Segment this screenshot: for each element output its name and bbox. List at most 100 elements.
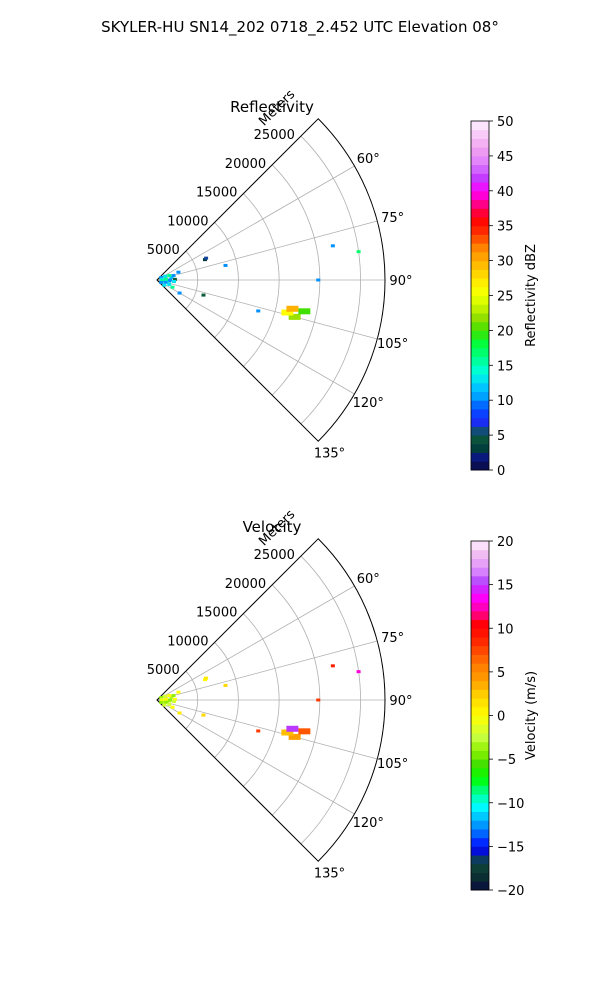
- azimuth-ray-105: [156, 279, 378, 340]
- clutter-mark-11: [170, 285, 175, 289]
- range-tick-label: 15000: [196, 186, 237, 201]
- azimuth-tick-label: 135°: [314, 867, 345, 882]
- echo-mark-11: [201, 713, 206, 717]
- colorbar-step: [471, 452, 489, 462]
- azimuth-tick-label: 120°: [353, 816, 384, 831]
- colorbar-label: Velocity (m/s): [524, 671, 539, 760]
- colorbar-step: [471, 339, 489, 349]
- echo-mark-12: [177, 711, 182, 715]
- azimuth-ray-75: [156, 640, 378, 701]
- colorbar-step: [471, 610, 489, 621]
- colorbar-step: [471, 759, 489, 769]
- colorbar-step: [471, 435, 489, 445]
- colorbar-step: [471, 767, 489, 778]
- clutter-mark-0: [159, 696, 164, 700]
- colorbar-step: [471, 619, 489, 629]
- range-tick-label: 5000: [147, 243, 180, 258]
- colorbar-step: [471, 715, 489, 725]
- sector-frame: [156, 538, 386, 862]
- colorbar-tick-label: 25: [497, 290, 514, 305]
- colorbar-step: [471, 443, 489, 454]
- echo-mark-2: [223, 683, 228, 687]
- azimuth-tick-label: 75°: [381, 631, 404, 646]
- velocity-panel: Velocity 5000 10000 15000 20000 25000 60° 75° 90…: [147, 507, 539, 899]
- azimuth-ray-60: [156, 165, 355, 281]
- colorbar-step: [471, 138, 489, 148]
- azimuth-ray-105: [156, 699, 378, 760]
- colorbar-step: [471, 689, 489, 699]
- colorbar-step: [471, 426, 489, 436]
- colorbar-step: [471, 750, 489, 760]
- colorbar-step: [471, 382, 489, 392]
- colorbar-step: [471, 654, 489, 664]
- colorbar-step: [471, 671, 489, 682]
- clutter-mark-9: [163, 280, 168, 284]
- echo-mark-6: [288, 313, 301, 320]
- clutter-mark-10: [167, 702, 172, 706]
- range-tick-label: 20000: [225, 157, 266, 172]
- clutter-mark-8: [159, 699, 164, 703]
- colorbar-step: [471, 356, 489, 366]
- clutter-mark-12: [159, 280, 164, 284]
- colorbar-step: [471, 330, 489, 340]
- clutter-mark-7: [172, 699, 177, 703]
- colorbar-step: [471, 741, 489, 751]
- colorbar-step: [471, 776, 489, 786]
- echo-mark-5: [316, 278, 321, 282]
- clutter-mark-8: [159, 279, 164, 283]
- colorbar-step: [471, 164, 489, 174]
- colorbar-step: [471, 121, 489, 131]
- colorbar-step: [471, 155, 489, 166]
- colorbar-step: [471, 321, 489, 331]
- azimuth-ray-60: [156, 585, 355, 701]
- colorbar-step: [471, 243, 489, 253]
- azimuth-ray-75: [156, 220, 378, 281]
- azimuth-tick-label: 90°: [389, 274, 412, 289]
- echo-mark-8: [298, 728, 311, 735]
- colorbar-step: [471, 558, 489, 568]
- colorbar-step: [471, 593, 489, 603]
- colorbar-step: [471, 129, 489, 139]
- clutter-mark-12: [159, 700, 164, 704]
- colorbar-step: [471, 549, 489, 559]
- colorbar-step: [471, 567, 489, 577]
- echo-mark-4: [356, 250, 361, 254]
- colorbar-step: [471, 286, 489, 296]
- azimuth-tick-label: 60°: [357, 572, 380, 587]
- echo-mark-4: [356, 670, 361, 674]
- colorbar-step: [471, 391, 489, 401]
- clutter-mark-2: [167, 694, 172, 698]
- azimuth-tick-label: 120°: [353, 396, 384, 411]
- range-tick-label: 10000: [167, 634, 208, 649]
- colorbar-step: [471, 602, 489, 612]
- clutter-mark-13: [162, 283, 167, 287]
- colorbar-step: [471, 828, 489, 839]
- colorbar-step: [471, 881, 489, 891]
- colorbar-step: [471, 225, 489, 235]
- echo-mark-17: [176, 690, 181, 694]
- colorbar-step: [471, 872, 489, 882]
- echo-mark-1: [204, 676, 209, 680]
- colorbar-step: [471, 785, 489, 795]
- colorbar-tick-label: 35: [497, 220, 514, 235]
- sector-frame: [156, 118, 386, 442]
- echo-mark-9: [286, 725, 299, 732]
- colorbar-step: [471, 575, 489, 586]
- panel-title: Velocity: [243, 518, 302, 536]
- colorbar-step: [471, 408, 489, 419]
- colorbar-step: [471, 304, 489, 314]
- colorbar-step: [471, 365, 489, 375]
- colorbar-tick-label: 5: [497, 429, 505, 444]
- colorbar-tick-label: 5: [497, 666, 505, 681]
- colorbar-step: [471, 147, 489, 157]
- clutter-mark-10: [167, 282, 172, 286]
- clutter-mark-5: [163, 697, 168, 701]
- panel-title: Reflectivity: [230, 98, 314, 116]
- colorbar-step: [471, 855, 489, 865]
- colorbar-tick-label: −10: [497, 797, 524, 812]
- colorbar-step: [471, 417, 489, 427]
- azimuth-tick-label: 105°: [377, 757, 408, 772]
- figure-title: SKYLER-HU SN14_202 0718_2.452 UTC Elevat…: [101, 18, 499, 37]
- colorbar-step: [471, 732, 489, 743]
